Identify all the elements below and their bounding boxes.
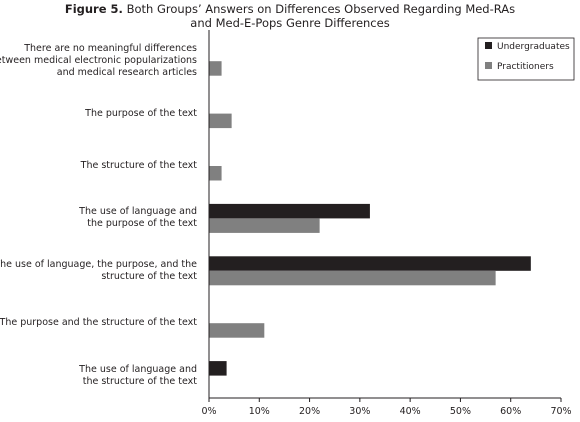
category-label-4-line-1: structure of the text [101, 270, 197, 282]
legend-label-undergraduates: Undergraduates [497, 42, 570, 52]
x-tick-label-7: 70% [550, 406, 571, 417]
category-label-4: The use of language, the purpose, and th… [0, 259, 197, 283]
category-label-1-line-0: The purpose of the text [85, 107, 197, 119]
x-tick-label-5: 50% [450, 406, 471, 417]
title-line-2: and Med-E-Pops Genre Differences [190, 16, 390, 30]
category-label-0-line-0: There are no meaningful differences [24, 43, 197, 55]
category-label-6: The use of language and the structure of … [0, 364, 197, 388]
category-label-3-line-1: the purpose of the text [87, 218, 197, 230]
bar-practitioners-3 [209, 218, 320, 233]
bar-undergraduates-6 [209, 361, 227, 376]
bar-practitioners-4 [209, 270, 496, 286]
bar-undergraduates-4 [209, 256, 531, 271]
category-label-2-line-0: The structure of the text [80, 160, 197, 171]
category-label-2: The structure of the text [0, 160, 197, 172]
x-tick-label-0: 0% [201, 406, 216, 417]
title-line-1: Both Groups’ Answers on Differences Obse… [126, 2, 516, 16]
category-label-3: The use of language and the purpose of th… [0, 206, 197, 230]
legend-swatch-undergraduates [485, 42, 492, 49]
x-tick-label-6: 60% [500, 406, 521, 417]
bar-undergraduates-3 [209, 203, 370, 219]
legend-label-practitioners: Practitioners [497, 62, 554, 72]
category-label-5: The purpose and the structure of the tex… [0, 317, 197, 329]
category-label-5-line-0: The purpose and the structure of the tex… [0, 317, 197, 329]
category-label-6-line-1: the structure of the text [82, 375, 197, 387]
bar-practitioners-5 [209, 323, 265, 338]
category-label-4-line-0: The use of language, the purpose, and th… [0, 258, 197, 270]
category-label-0-line-2: and medical research articles [56, 67, 197, 79]
x-tick-label-3: 30% [349, 406, 370, 417]
category-label-1: The purpose of the text [0, 108, 197, 120]
bar-practitioners-2 [209, 166, 222, 181]
x-tick-label-1: 10% [249, 406, 270, 417]
bar-practitioners-1 [209, 113, 232, 129]
x-tick-label-4: 40% [400, 406, 421, 417]
category-label-6-line-0: The use of language and [79, 363, 197, 375]
bar-practitioners-0 [209, 61, 222, 76]
category-label-0-line-1: between medical electronic popularizatio… [0, 55, 197, 67]
category-label-3-line-0: The use of language and [79, 206, 197, 218]
x-tick-label-2: 20% [299, 406, 320, 417]
chart-title: Figure 5. Both Groups’ Answers on Differ… [0, 2, 580, 30]
legend-swatch-practitioners [485, 62, 492, 69]
category-label-0: There are no meaningful differences betwe… [0, 43, 197, 79]
figure-number: Figure 5. [64, 2, 123, 16]
legend-box [477, 37, 575, 81]
